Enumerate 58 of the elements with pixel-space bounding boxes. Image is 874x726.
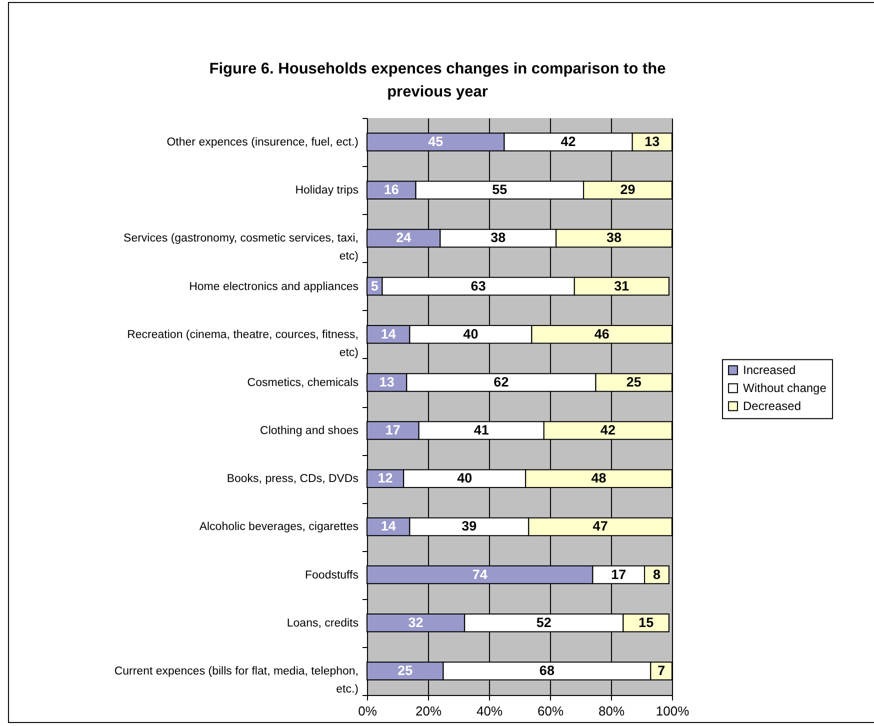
data-label: 13 [379, 374, 395, 390]
legend-label: Without change [743, 381, 827, 396]
y-tick-label: Clothing and shoes [260, 425, 359, 438]
data-label: 40 [457, 470, 472, 486]
data-label: 25 [626, 374, 642, 390]
data-label: 74 [472, 566, 488, 582]
y-tick-label: Books, press, CDs, DVDs [226, 473, 359, 486]
data-label: 52 [536, 614, 552, 630]
x-tick-label: 60% [537, 704, 564, 718]
y-tick-label: Services (gastronomy, cosmetic services, taxi, etc) [124, 232, 359, 263]
data-label: 17 [385, 422, 400, 438]
x-tick-label: 20% [415, 704, 442, 718]
data-label: 40 [463, 326, 478, 342]
data-label: 62 [494, 374, 509, 390]
x-tick-label: 40% [476, 704, 503, 718]
data-label: 8 [652, 566, 661, 582]
data-label: 46 [594, 326, 610, 342]
data-label: 13 [644, 134, 660, 150]
data-label: 12 [378, 470, 393, 486]
data-label: 32 [408, 614, 424, 630]
data-label: 63 [470, 278, 486, 294]
y-tick-label: Recreation (cinema, theatre, cources, fitness, etc) [127, 328, 359, 359]
data-label: 41 [474, 422, 490, 438]
x-tick-label: 0% [358, 704, 378, 718]
x-tick-label: 100% [656, 704, 690, 718]
y-tick-label: Foodstuffs [305, 569, 359, 582]
data-label: 24 [396, 230, 412, 246]
data-label: 7 [658, 662, 666, 678]
data-label: 42 [560, 134, 576, 150]
y-tick-label: Other expences (insurence, fuel, ect.) [166, 136, 359, 149]
data-label: 29 [620, 182, 636, 198]
x-tick-label: 80% [598, 704, 625, 718]
legend-label: Increased [743, 363, 796, 378]
data-label: 25 [398, 662, 414, 678]
legend-label: Decreased [743, 399, 802, 414]
data-label: 48 [591, 470, 607, 486]
y-tick-label: Current expences (bills for flat, media, telephon, etc.) [114, 665, 359, 696]
data-label: 5 [370, 278, 379, 294]
y-tick-label: Loans, credits [286, 617, 359, 630]
data-label: 31 [614, 278, 630, 294]
data-label: 16 [384, 182, 400, 198]
chart-title: Figure 6. Households expences changes in comparison to the previous year [209, 60, 666, 100]
data-label: 45 [428, 134, 444, 150]
data-label: 39 [462, 518, 477, 534]
data-label: 47 [592, 518, 608, 534]
data-label: 15 [638, 614, 654, 630]
y-tick-label: Alcoholic beverages, cigarettes [199, 521, 359, 534]
data-label: 42 [600, 422, 616, 438]
data-label: 68 [539, 662, 555, 678]
y-tick-label: Home electronics and appliances [189, 280, 359, 293]
data-label: 17 [611, 566, 626, 582]
data-label: 14 [380, 518, 396, 534]
data-label: 38 [490, 230, 506, 246]
y-tick-label: Holiday trips [295, 184, 359, 197]
data-label: 55 [492, 182, 508, 198]
data-label: 38 [606, 230, 622, 246]
data-label: 14 [380, 326, 396, 342]
y-tick-label: Cosmetics, chemicals [247, 376, 359, 389]
